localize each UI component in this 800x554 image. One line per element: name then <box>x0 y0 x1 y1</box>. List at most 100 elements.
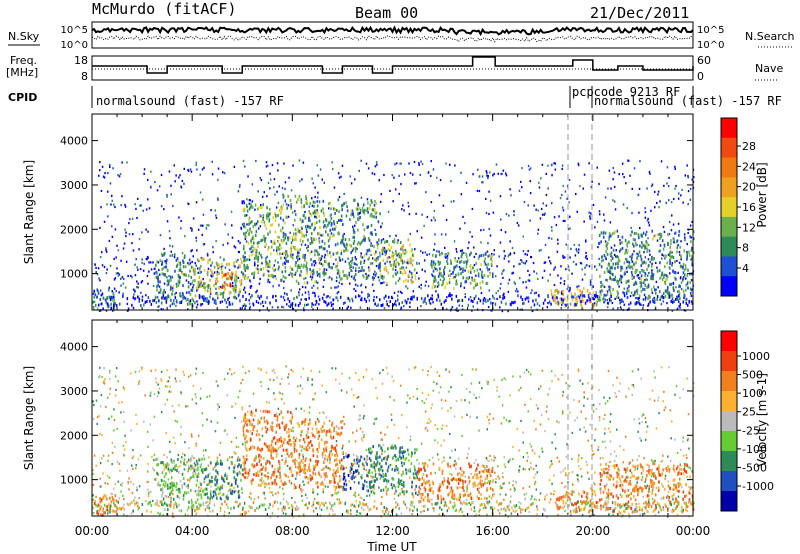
scatter-cell <box>175 380 177 383</box>
region-cell-5 <box>296 255 298 259</box>
scatter-cell <box>235 288 237 291</box>
region-cell-11 <box>600 231 603 235</box>
region-cell-4 <box>261 238 263 242</box>
scatter-cell <box>565 243 567 246</box>
scatter-cell <box>277 491 279 494</box>
region-cell-11 <box>643 260 645 264</box>
region-cell-2 <box>216 277 218 280</box>
region-cell-11 <box>660 233 663 236</box>
scatter-cell <box>356 396 358 399</box>
scatter-cell <box>686 509 689 512</box>
scatter-cell <box>420 236 423 239</box>
region-cell-5 <box>290 204 292 208</box>
scatter-cell <box>653 475 655 478</box>
scatter-cell <box>480 498 483 501</box>
scatter-cell <box>101 375 103 379</box>
region-cell-1 <box>165 296 167 300</box>
scatter-cell <box>173 256 176 259</box>
region-cell-5 <box>284 269 287 273</box>
scatter-cell <box>477 297 480 300</box>
scatter-cell <box>507 310 509 313</box>
scatter-cell <box>113 419 116 422</box>
region-cell-2 <box>228 275 231 278</box>
region-cell-9 <box>581 296 584 300</box>
region-cell-11 <box>610 277 613 281</box>
scatter-cell <box>295 465 297 469</box>
scatter-cell <box>408 213 411 216</box>
region-cell-5 <box>294 218 296 222</box>
scatter-cell <box>192 467 194 470</box>
scatter-cell <box>116 267 118 270</box>
scatter-cell <box>308 205 311 208</box>
region-cell-4 <box>264 259 267 263</box>
ground-scatter-cell <box>388 295 390 299</box>
scatter-cell <box>153 415 156 418</box>
scatter-cell <box>568 201 570 204</box>
scatter-cell <box>359 496 362 499</box>
ground-scatter-cell <box>398 302 400 306</box>
scatter-cell <box>468 401 471 404</box>
scatter-cell <box>217 178 219 181</box>
region-cell-1 <box>164 273 166 277</box>
region-cell-1 <box>182 296 184 300</box>
region-cell-4 <box>259 206 261 209</box>
scatter-cell <box>134 496 136 499</box>
region-cell-6 <box>370 199 372 203</box>
region-cell-11 <box>625 248 627 252</box>
scatter-cell <box>622 291 624 294</box>
scatter-cell <box>691 220 693 223</box>
scatter-cell <box>353 287 355 291</box>
scatter-cell <box>347 257 349 260</box>
ground-scatter-cell <box>557 301 560 305</box>
scatter-cell <box>99 289 102 292</box>
ground-scatter-cell <box>282 295 285 299</box>
scatter-cell <box>123 411 125 414</box>
scatter-cell <box>135 258 137 261</box>
scatter-cell <box>557 508 559 511</box>
region-cell-2 <box>229 291 232 295</box>
scatter-cell <box>330 507 332 510</box>
scatter-cell <box>92 494 94 497</box>
scatter-cell <box>539 217 542 220</box>
scatter-cell <box>654 308 657 311</box>
scatter-cell <box>249 286 252 289</box>
scatter-cell <box>363 237 365 241</box>
scatter-cell <box>331 438 333 441</box>
scatter-cell <box>349 175 351 178</box>
region-cell-7 <box>382 246 384 250</box>
noise-search-line <box>91 35 694 43</box>
region-cell-6 <box>336 221 339 224</box>
region-cell-2 <box>202 282 205 286</box>
scatter-cell <box>196 505 198 508</box>
ground-scatter-cell <box>562 298 564 302</box>
scatter-cell <box>507 290 510 293</box>
scatter-cell <box>230 278 233 281</box>
scatter-cell <box>187 203 190 206</box>
scatter-cell <box>671 309 674 312</box>
scatter-cell <box>362 508 365 511</box>
scatter-cell <box>321 501 323 504</box>
scatter-cell <box>430 160 432 163</box>
ground-scatter-cell <box>374 302 376 306</box>
scatter-cell <box>438 374 441 377</box>
region-cell-11 <box>634 268 637 272</box>
scatter-cell <box>485 264 488 267</box>
scatter-cell <box>261 482 263 485</box>
scatter-cell <box>424 410 427 413</box>
scatter-cell <box>122 494 124 497</box>
scatter-cell <box>277 507 279 510</box>
scatter-cell <box>191 398 194 401</box>
region-cell-11 <box>680 255 682 259</box>
scatter-cell <box>674 165 676 168</box>
region-cell-1 <box>182 261 185 265</box>
region-cell-5 <box>294 228 297 231</box>
region-cell-11 <box>667 233 669 237</box>
scatter-cell <box>148 207 151 210</box>
ground-scatter-cell <box>536 302 539 306</box>
region-cell-8 <box>431 265 433 269</box>
scatter-cell <box>118 462 120 465</box>
scatter-cell <box>127 307 130 310</box>
scatter-cell <box>450 180 452 183</box>
scatter-cell <box>476 189 479 192</box>
ground-scatter-cell <box>314 294 316 298</box>
